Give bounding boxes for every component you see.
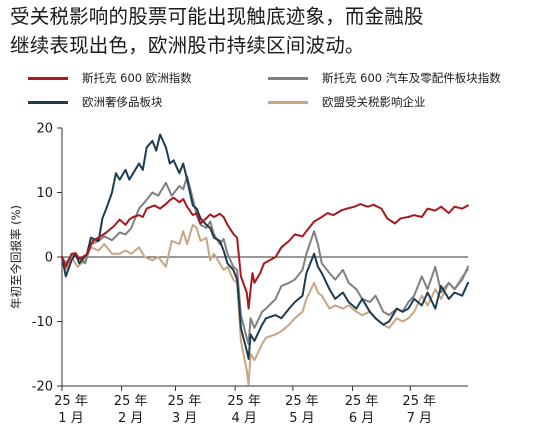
legend-label-auto: 斯托克 600 汽车及零配件板块指数 (322, 71, 501, 85)
series-line-tariff (61, 223, 469, 386)
legend-item-stoxx600: 斯托克 600 欧洲指数 (28, 70, 192, 86)
x-tick-label-month: 4 月 (231, 411, 256, 426)
y-tick-label: -20 (32, 380, 53, 395)
x-tick-label-year: 25 年 (345, 394, 379, 409)
x-tick-label-year: 25 年 (168, 394, 202, 409)
x-tick-label-month: 1 月 (58, 411, 83, 426)
x-tick-label-month: 6 月 (349, 411, 374, 426)
legend-item-auto: 斯托克 600 汽车及零配件板块指数 (268, 70, 501, 86)
x-tick-label-month: 2 月 (118, 411, 143, 426)
legend-swatch-tariff (268, 100, 308, 104)
legend-swatch-luxury (28, 100, 68, 104)
chart-legend: 斯托克 600 欧洲指数 斯托克 600 汽车及零配件板块指数 欧洲奢侈品板块 … (28, 70, 528, 114)
chart-title-line-2: 继续表现出色，欧洲股市持续区间波动。 (10, 34, 365, 57)
legend-item-tariff: 欧盟受关税影响企业 (268, 94, 426, 110)
legend-label-luxury: 欧洲奢侈品板块 (82, 95, 163, 109)
chart-series-lines (61, 133, 469, 386)
legend-label-stoxx600: 斯托克 600 欧洲指数 (82, 71, 192, 85)
x-tick-label-year: 25 年 (227, 394, 261, 409)
x-tick-label-year: 25 年 (285, 394, 319, 409)
x-tick-label-year: 25 年 (54, 394, 88, 409)
x-tick-label-month: 5 月 (289, 411, 314, 426)
legend-item-luxury: 欧洲奢侈品板块 (28, 94, 163, 110)
legend-swatch-auto (268, 76, 308, 80)
y-tick-label: -10 (32, 315, 53, 330)
series-line-stoxx600 (61, 196, 469, 310)
y-axis-title: 年初至今回报率 (%) (9, 205, 23, 309)
chart-title: 受关税影响的股票可能出现触底迹象，而金融股 继续表现出色，欧洲股市持续区间波动。 (10, 2, 530, 60)
chart-title-line-1: 受关税影响的股票可能出现触底迹象，而金融股 (10, 5, 424, 28)
series-line-luxury (61, 133, 469, 360)
x-tick-label-year: 25 年 (402, 394, 436, 409)
y-tick-label: 20 (36, 122, 53, 137)
legend-label-tariff: 欧盟受关税影响企业 (322, 95, 426, 109)
x-tick-label-month: 7 月 (407, 411, 432, 426)
x-tick-label-year: 25 年 (114, 394, 148, 409)
y-tick-label: 0 (45, 251, 53, 266)
legend-swatch-stoxx600 (28, 76, 68, 80)
x-tick-label-month: 3 月 (172, 411, 197, 426)
y-tick-label: 10 (36, 186, 53, 201)
